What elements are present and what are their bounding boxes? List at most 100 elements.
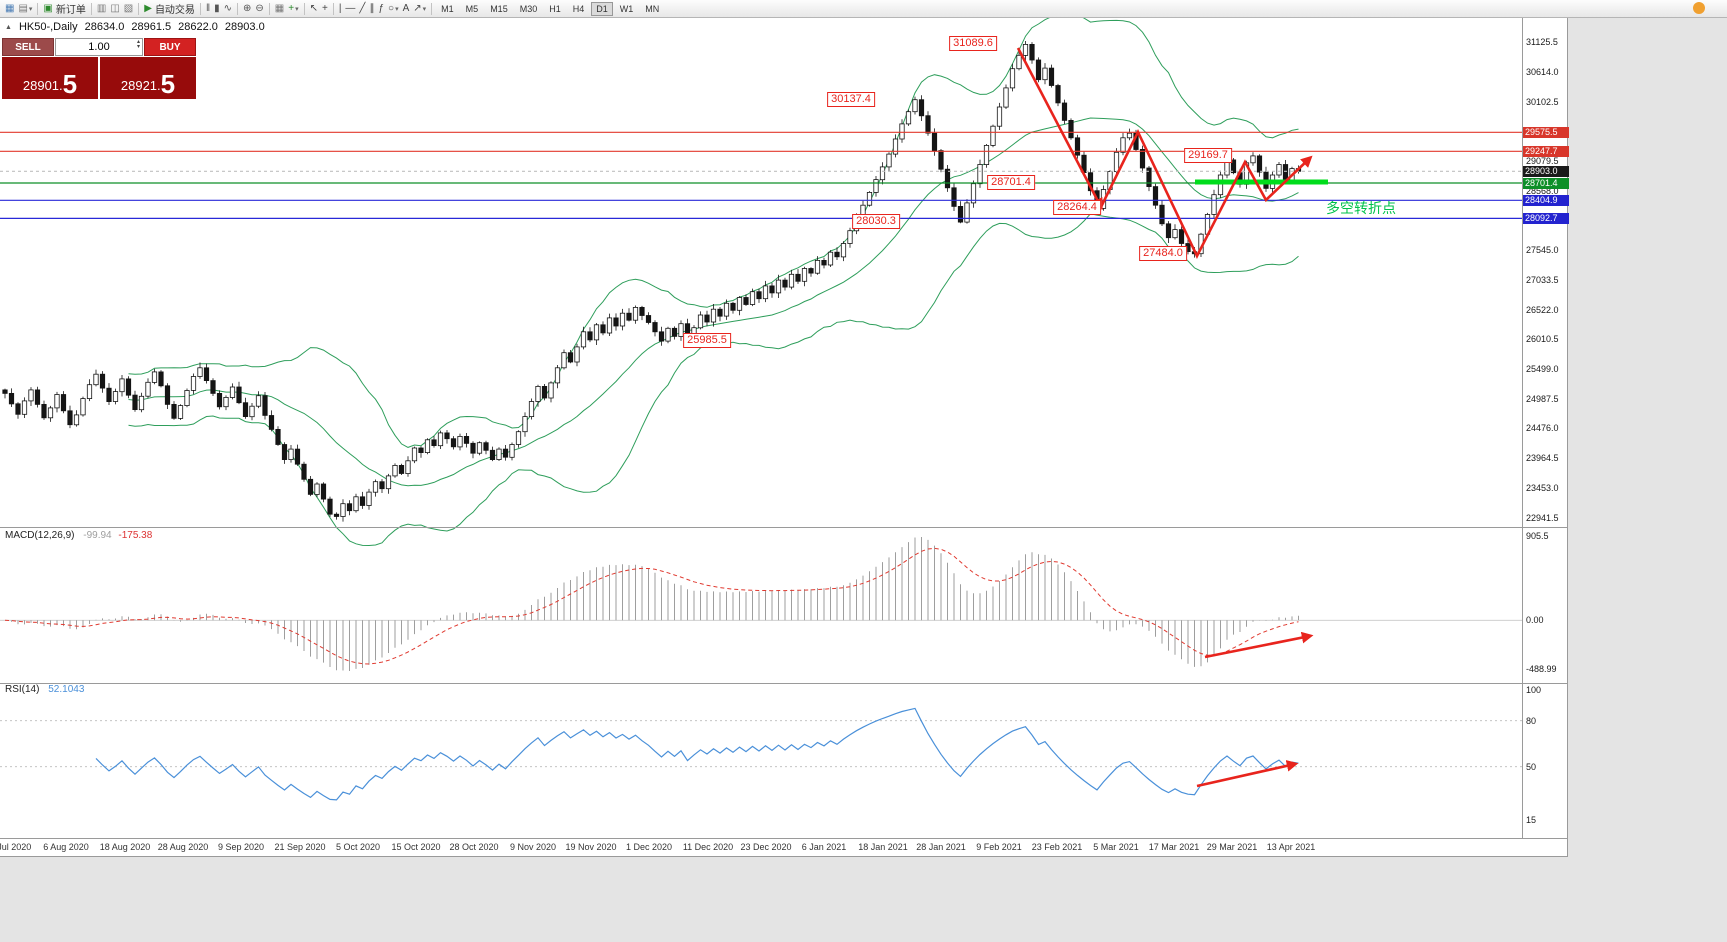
vertical-line-icon: | (338, 2, 342, 14)
bar-chart-icon[interactable]: ‖ (204, 1, 212, 16)
trendline-icon[interactable]: ╱ (357, 1, 367, 16)
text-icon: A (402, 2, 410, 14)
shapes-icon: ○ (388, 2, 395, 14)
zoom-in-icon[interactable]: ⊕ (241, 1, 253, 16)
ask-price-big: 5 (160, 69, 176, 99)
indicators-icon: + (288, 2, 295, 14)
symbol-period-label: HK50-,Daily (18, 21, 78, 33)
new-chart-icon: ▦ (5, 2, 15, 14)
timeframe-m5-button[interactable]: M5 (465, 3, 479, 14)
toolbar-separator (199, 2, 201, 15)
tile-windows-icon: ▦ (274, 2, 285, 14)
timeframe-m1-button[interactable]: M1 (441, 3, 454, 14)
macd-main-value: -99.94 (83, 530, 112, 541)
data-window-icon[interactable]: ◫ (108, 1, 121, 16)
chevron-down-icon: ▾ (295, 5, 299, 13)
ohlc-high: 28961.5 (131, 21, 172, 33)
arrows-icon[interactable]: ↗ ▾ (411, 1, 428, 16)
timeframe-h4-button[interactable]: H4 (572, 3, 585, 14)
new-chart-icon[interactable]: ▦ (3, 1, 16, 16)
trendline-icon: ╱ (359, 2, 366, 14)
new-order-button: ▣ (43, 2, 53, 14)
volume-field[interactable]: 1.00 ▴ ▾ (55, 38, 143, 56)
volume-decrease-button[interactable]: ▾ (136, 44, 140, 50)
candlestick-chart-icon: ▮ (214, 2, 220, 14)
horizontal-line-icon[interactable]: — (343, 1, 357, 16)
crosshair-icon[interactable]: + (320, 1, 330, 16)
profiles-icon[interactable]: ▤ ▾ (16, 1, 34, 16)
volume-spinner: ▴ ▾ (136, 39, 140, 50)
bid-price-big: 5 (62, 69, 78, 99)
autotrading-button[interactable]: ▶ 自动交易 (144, 2, 195, 16)
buy-button[interactable]: BUY (144, 38, 196, 56)
macd-label: MACD(12,26,9) -99.94 -175.38 (5, 530, 152, 541)
rsi-value: 52.1043 (48, 684, 85, 695)
cursor-icon[interactable]: ↖ (308, 1, 320, 16)
crosshair-icon: + (321, 2, 328, 14)
channel-icon[interactable]: ∥ (367, 1, 376, 16)
timeframe-m30-button[interactable]: M30 (519, 3, 538, 14)
bid-price-small: 28901. (22, 78, 63, 93)
chevron-down-icon: ▾ (28, 5, 33, 13)
market-watch-icon: ▥ (96, 2, 107, 14)
autotrading-button: ▶ (144, 2, 152, 14)
one-click-collapse-icon[interactable]: ▲ (5, 23, 12, 31)
line-chart-icon: ∿ (223, 2, 232, 14)
candlestick-chart-icon[interactable]: ▮ (212, 1, 222, 16)
toolbar-separator (90, 2, 92, 15)
arrows-icon: ↗ (413, 2, 422, 14)
data-window-icon: ◫ (110, 2, 120, 14)
timeframe-mn-button[interactable]: MN (645, 3, 660, 14)
market-watch-icon[interactable]: ▥ (95, 1, 108, 16)
toolbar-separator (431, 2, 433, 15)
zoom-out-icon: ⊖ (255, 2, 264, 14)
chevron-down-icon: ▾ (422, 5, 427, 13)
bar-chart-icon: ‖ (205, 2, 211, 14)
ask-price[interactable]: 28921. 5 (100, 57, 196, 99)
volume-value: 1.00 (88, 41, 110, 53)
toolbar-separator (268, 2, 270, 15)
ohlc-low: 28622.0 (178, 21, 218, 33)
zoom-out-icon[interactable]: ⊖ (253, 1, 265, 16)
navigator-icon: ▧ (123, 2, 134, 14)
chart-title: ▲ HK50-,Daily 28634.0 28961.5 28622.0 28… (5, 21, 265, 33)
macd-signal-value: -175.38 (118, 530, 153, 541)
ohlc-close: 28903.0 (224, 21, 265, 33)
toolbar-buttons: ▦ ▤ ▾ ▣ 新订单 ▥ ◫ ▧ ▶ 自动交易 ‖ ▮ ∿ ⊕ ⊖ ▦ + ▾ ↖ + | — ╱ ∥ ƒ ○ ▾ A ↗ ▾ M1 M5 M… (0, 0, 665, 17)
text-icon[interactable]: A (401, 1, 412, 16)
timeframe-m15-button[interactable]: M15 (490, 3, 508, 14)
ohlc-open: 28634.0 (84, 21, 125, 33)
rsi-label: RSI(14) 52.1043 (5, 684, 84, 695)
fibonacci-icon: ƒ (378, 2, 385, 14)
ask-price-small: 28921. (120, 78, 161, 93)
main-toolbar: ▦ ▤ ▾ ▣ 新订单 ▥ ◫ ▧ ▶ 自动交易 ‖ ▮ ∿ ⊕ ⊖ ▦ + ▾ ↖ + | — ╱ ∥ ƒ ○ ▾ A ↗ ▾ M1 M5 M… (0, 0, 1727, 18)
timeframe-d1-button[interactable]: D1 (591, 1, 613, 16)
timeframe-w1-button[interactable]: W1 (619, 3, 634, 14)
one-click-trading-panel: SELL 1.00 ▴ ▾ BUY 28901. 5 28921. 5 (2, 38, 196, 99)
shapes-icon[interactable]: ○ ▾ (386, 1, 401, 16)
fibonacci-icon[interactable]: ƒ (376, 1, 386, 16)
macd-name: MACD(12,26,9) (5, 530, 75, 541)
zoom-in-icon: ⊕ (242, 2, 252, 14)
navigator-icon[interactable]: ▧ (122, 1, 135, 16)
new-order-button[interactable]: ▣ 新订单 (43, 2, 86, 16)
toolbar-separator (303, 2, 305, 15)
chevron-down-icon: ▾ (395, 5, 399, 13)
community-icon[interactable] (1693, 2, 1705, 14)
line-chart-icon[interactable]: ∿ (222, 1, 234, 16)
turning-point-note: 多空转折点 (1326, 200, 1396, 216)
timeframe-h1-button[interactable]: H1 (549, 3, 561, 14)
indicators-icon[interactable]: + ▾ (286, 1, 300, 16)
tile-windows-icon[interactable]: ▦ (273, 1, 286, 16)
toolbar-separator (332, 2, 334, 15)
bid-price[interactable]: 28901. 5 (2, 57, 98, 99)
toolbar-separator (236, 2, 238, 15)
toolbar-separator (138, 2, 140, 15)
vertical-line-icon[interactable]: | (337, 1, 344, 16)
channel-icon: ∥ (369, 2, 375, 14)
cursor-icon: ↖ (309, 2, 318, 14)
rsi-name: RSI(14) (5, 684, 40, 695)
chart-area[interactable] (0, 17, 1568, 857)
toolbar-separator (37, 2, 39, 15)
sell-button[interactable]: SELL (2, 38, 54, 56)
